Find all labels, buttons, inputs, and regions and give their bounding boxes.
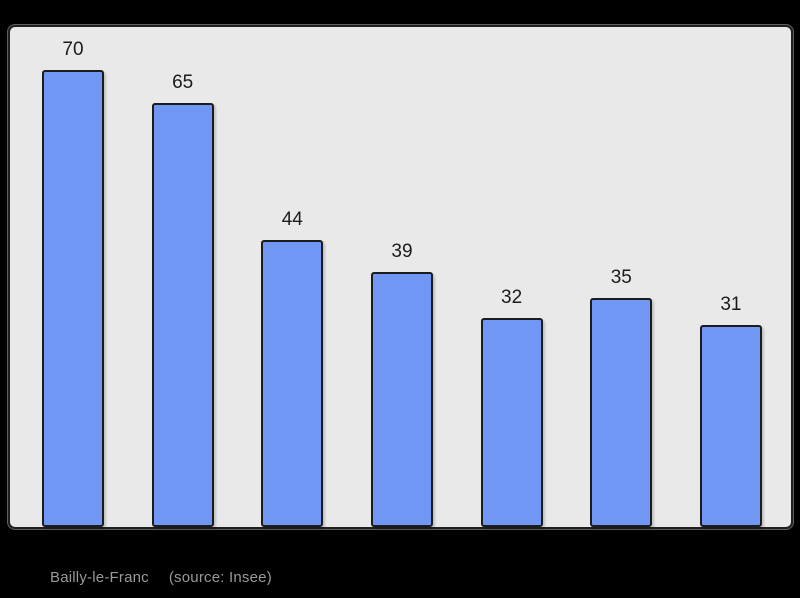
bar-value-label: 70: [62, 39, 84, 60]
bars-row: 70 65 44 39 32 35 31: [10, 27, 791, 527]
bar-group: 39: [370, 27, 433, 527]
bar: [370, 272, 433, 527]
bar-group: 44: [261, 27, 324, 527]
bar: [590, 298, 653, 527]
caption-location: Bailly-le-Franc: [50, 569, 149, 586]
bar-value-label: 44: [281, 209, 303, 230]
bar-value-label: 35: [610, 267, 632, 288]
bar-value-label: 39: [391, 241, 413, 262]
bar-group: 70: [42, 27, 104, 527]
bar: [42, 70, 104, 527]
bar-value-label: 32: [501, 287, 523, 308]
bar-group: 35: [590, 27, 653, 527]
bar-group: 65: [151, 27, 214, 527]
bar-value-label: 65: [172, 72, 194, 93]
bar: [699, 325, 762, 527]
caption-source: (source: Insee): [168, 569, 272, 586]
bar: [151, 103, 214, 527]
bar-value-label: 31: [720, 294, 742, 315]
bar: [261, 240, 324, 527]
bar-group: 31: [699, 27, 762, 527]
caption: Bailly-le-Franc (source: Insee): [50, 569, 272, 586]
bar: [480, 318, 543, 527]
chart-area: 70 65 44 39 32 35 31: [8, 25, 793, 529]
bar-group: 32: [480, 27, 543, 527]
